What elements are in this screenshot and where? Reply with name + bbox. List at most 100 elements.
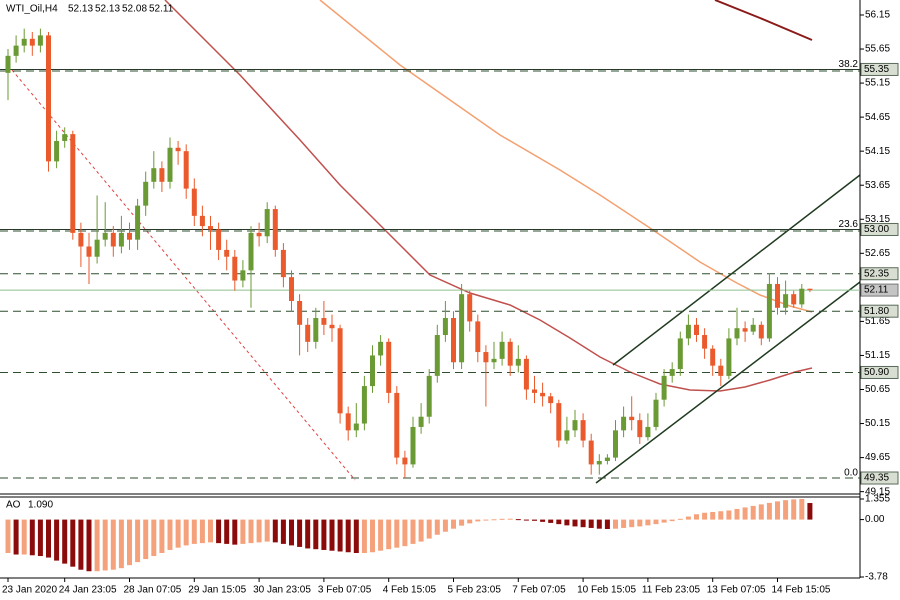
ao-bar [54, 519, 60, 561]
candle-body [370, 355, 375, 387]
moving-average-fast [164, 0, 813, 392]
ao-bar [224, 519, 230, 544]
candle-body [750, 324, 756, 332]
channel-lower [595, 281, 861, 484]
ao-bar [410, 519, 416, 544]
y-tick-label: 49.15 [865, 486, 890, 497]
ao-bar [621, 519, 627, 528]
candle-body [175, 147, 181, 152]
ao-bar [305, 519, 311, 549]
ao-bar [345, 519, 351, 553]
level-label-box [860, 304, 899, 318]
y-tick-label: 51.15 [865, 350, 890, 361]
ao-bar [596, 519, 602, 529]
candle-body [661, 375, 667, 400]
candle-body [21, 38, 27, 46]
ao-bar [297, 519, 303, 547]
candle-body [272, 209, 278, 250]
candle-body [143, 181, 149, 206]
candle-body [734, 328, 740, 339]
candle-body [507, 341, 513, 366]
ao-bar [726, 510, 732, 520]
ao-bar [240, 519, 246, 544]
ao-bar [386, 519, 392, 550]
ao-bar [378, 519, 384, 551]
candle-body [475, 321, 481, 353]
ao-bar [467, 519, 473, 524]
y-tick-label: 50.65 [865, 384, 890, 395]
ao-bar [232, 519, 238, 545]
candle-body [329, 324, 335, 329]
ao-bar [199, 519, 205, 544]
candle-body [604, 457, 610, 461]
ao-bar [540, 519, 546, 522]
ao-bar [70, 519, 76, 567]
ao-bar [361, 519, 367, 553]
y-tick-label: 53.65 [865, 180, 890, 191]
ao-bar [313, 519, 319, 550]
ao-bar [742, 507, 748, 520]
bid-label-box [860, 283, 899, 297]
ao-bar [799, 499, 805, 520]
candle-body [742, 328, 748, 332]
candle-body [491, 358, 497, 363]
ao-bar [175, 519, 181, 548]
candle-body [515, 358, 521, 366]
candle-body [29, 38, 35, 46]
candle-body [532, 389, 537, 393]
candle-body [564, 430, 570, 441]
candle-body [459, 294, 465, 363]
ao-bar [451, 519, 456, 529]
ao-bar [766, 502, 772, 520]
candle-body [102, 232, 108, 240]
ao-bar [564, 519, 570, 526]
candle-body [70, 134, 76, 233]
candle-body [775, 283, 780, 308]
candle-body [313, 317, 319, 342]
candle-body [621, 416, 627, 431]
ao-bar [191, 519, 197, 544]
ao-bar [572, 519, 578, 527]
ao-bar [86, 519, 92, 572]
candle-body [264, 209, 270, 237]
level-label-box [860, 365, 899, 379]
ao-bar [710, 511, 716, 520]
candle-body [305, 324, 311, 342]
ao-bar [629, 519, 635, 528]
ao-bar [151, 519, 157, 557]
ao-bar [588, 519, 594, 528]
y-tick-label: 54.65 [865, 112, 890, 123]
candle-body [297, 300, 303, 325]
candle-body [791, 294, 797, 305]
ao-bar [604, 519, 610, 529]
y-tick-label: 55.65 [865, 44, 890, 55]
ao-bar [783, 500, 789, 520]
ao-bar [532, 519, 537, 521]
ao-bar [418, 519, 424, 542]
ao-bar [685, 516, 691, 520]
candle-body [208, 226, 213, 230]
candle-body [199, 215, 205, 227]
level-label: 53.00 [864, 224, 889, 235]
ao-bar [758, 504, 764, 520]
candle-body [127, 232, 132, 240]
x-tick-label: 7 Feb 07:05 [512, 585, 566, 596]
ao-bar [775, 501, 780, 520]
fib-level-label: 23.6 [839, 219, 859, 230]
ao-bar [135, 519, 141, 563]
candle-body [426, 375, 432, 417]
candle-body [669, 369, 675, 376]
candle-body [588, 440, 594, 465]
candle-body [232, 256, 238, 281]
bid-label: 52.11 [864, 285, 889, 296]
candle-body [726, 338, 732, 376]
y-tick-label: 54.15 [865, 146, 890, 157]
candle-body [402, 457, 408, 465]
ao-bar [402, 519, 408, 547]
ao-bar [523, 519, 529, 521]
candle-body [685, 324, 691, 339]
candle-body [386, 341, 392, 393]
ao-bar [167, 519, 173, 550]
level-label: 55.35 [864, 64, 889, 75]
ao-bar [434, 519, 440, 535]
